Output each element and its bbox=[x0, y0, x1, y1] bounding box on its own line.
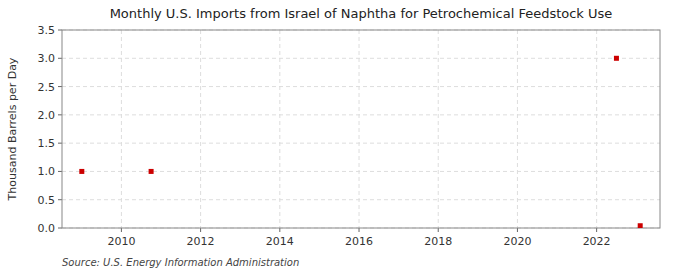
plot-area bbox=[62, 30, 660, 228]
tick-label: 2020 bbox=[503, 235, 531, 248]
grid-line bbox=[62, 114, 660, 115]
tick-mark bbox=[596, 228, 597, 232]
tick-label: 1.5 bbox=[38, 137, 56, 150]
tick-label: 3.5 bbox=[38, 24, 56, 37]
grid-line bbox=[279, 30, 280, 228]
tick-label: 2.0 bbox=[38, 109, 56, 122]
tick-label: 2018 bbox=[424, 235, 452, 248]
tick-label: 2022 bbox=[583, 235, 611, 248]
grid-line bbox=[121, 30, 122, 228]
tick-mark bbox=[359, 228, 360, 232]
title: Monthly U.S. Imports from Israel of Naph… bbox=[110, 6, 613, 21]
tick-mark bbox=[58, 171, 62, 172]
grid-line bbox=[62, 58, 660, 59]
tick-mark bbox=[58, 228, 62, 229]
tick-label: 0.0 bbox=[38, 222, 56, 235]
tick-label: 2010 bbox=[107, 235, 135, 248]
tick-mark bbox=[58, 199, 62, 200]
grid-line bbox=[517, 30, 518, 228]
grid-line bbox=[438, 30, 439, 228]
tick-label: 1.0 bbox=[38, 165, 56, 178]
y-axis-label: Thousand Barrels per Day bbox=[6, 57, 19, 201]
grid-line bbox=[596, 30, 597, 228]
tick-mark bbox=[438, 228, 439, 232]
axes: 0.0 0.5 1.0 1.5 2.0 2.5 3.0 3.5 2010 2012 2014 2016… bbox=[38, 24, 661, 248]
tick-label: 2012 bbox=[187, 235, 215, 248]
tick-mark bbox=[200, 228, 201, 232]
point bbox=[614, 56, 619, 61]
tick-mark bbox=[279, 228, 280, 232]
point bbox=[638, 223, 643, 228]
tick-label: 3.0 bbox=[38, 52, 56, 65]
tick-mark bbox=[58, 30, 62, 31]
point bbox=[149, 169, 154, 174]
source: Source: U.S. Energy Information Administ… bbox=[62, 257, 299, 268]
chart: 0.0 0.5 1.0 1.5 2.0 2.5 3.0 3.5 2010 2012 2014 2016… bbox=[0, 0, 675, 275]
plot-frame bbox=[62, 30, 660, 228]
grid-line bbox=[62, 199, 660, 200]
tick-mark bbox=[58, 86, 62, 87]
grid-line bbox=[359, 30, 360, 228]
grid-line bbox=[200, 30, 201, 228]
tick-label: 0.5 bbox=[38, 194, 56, 207]
grid-line bbox=[62, 143, 660, 144]
tick-mark bbox=[58, 143, 62, 144]
tick-mark bbox=[58, 58, 62, 59]
tick-mark bbox=[517, 228, 518, 232]
tick-label: 2014 bbox=[266, 235, 294, 248]
tick-label: 2016 bbox=[345, 235, 373, 248]
grid-line bbox=[62, 86, 660, 87]
tick-mark bbox=[121, 228, 122, 232]
tick-mark bbox=[58, 114, 62, 115]
points bbox=[79, 56, 642, 228]
tick-label: 2.5 bbox=[38, 81, 56, 94]
point bbox=[79, 169, 84, 174]
grid bbox=[62, 30, 660, 228]
